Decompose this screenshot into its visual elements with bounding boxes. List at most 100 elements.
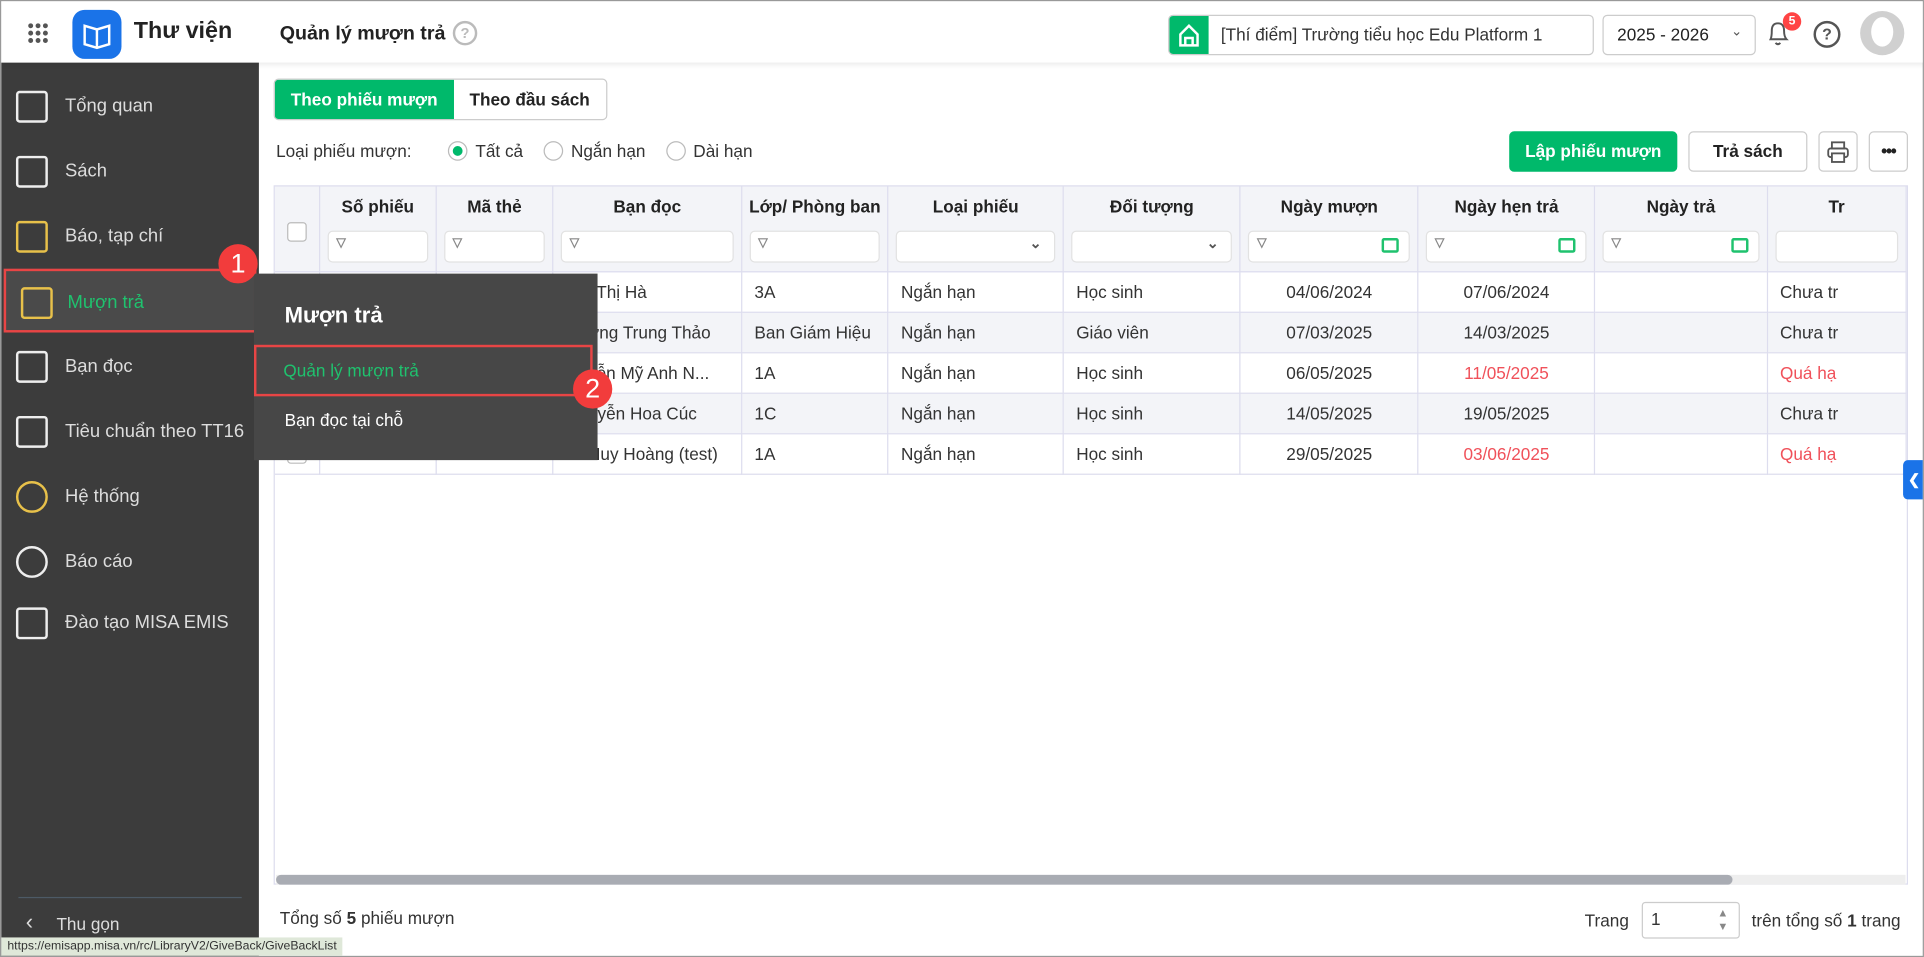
radio-short-term[interactable]: Ngắn hạn bbox=[543, 141, 645, 161]
column-header: Bạn đọc ▽ bbox=[553, 186, 743, 273]
sidebar-item-training[interactable]: Đào tạo MISA EMIS bbox=[1, 591, 259, 655]
return-date-cell bbox=[1594, 393, 1768, 435]
sidebar-item-system[interactable]: Hệ thống bbox=[1, 465, 259, 529]
school-year-select[interactable]: 2025 - 2026 ⌄ bbox=[1602, 14, 1756, 56]
submenu-item-onsite-readers[interactable]: Bạn đọc tại chỗ bbox=[284, 409, 404, 430]
sidebar-item-books[interactable]: Sách bbox=[1, 140, 259, 204]
column-header: Ngày trả ▽ bbox=[1594, 186, 1768, 273]
total-count: Tổng số 5 phiếu mượn bbox=[279, 907, 455, 928]
chevron-down-icon: ⌄ bbox=[1731, 24, 1743, 40]
column-title: Ngày mượn bbox=[1280, 196, 1378, 216]
gear-icon bbox=[15, 480, 48, 513]
column-title: Số phiếu bbox=[341, 196, 415, 216]
column-filter-input[interactable]: ⌄ bbox=[896, 230, 1056, 263]
column-filter-input[interactable]: ▽ bbox=[1248, 230, 1411, 263]
status-cell: Quá hạ bbox=[1767, 352, 1907, 394]
help-icon[interactable]: ? bbox=[1813, 20, 1841, 48]
calendar-icon[interactable] bbox=[1381, 238, 1400, 253]
column-header: Tr bbox=[1767, 186, 1907, 273]
reader-cell: Huy Hoàng (test) bbox=[553, 433, 743, 475]
column-header: Ngày hẹn trả ▽ bbox=[1418, 186, 1596, 273]
bell-icon[interactable] bbox=[1766, 20, 1791, 47]
borrow-date-cell: 04/06/2024 bbox=[1240, 271, 1419, 313]
slip-type-filter: Loại phiếu mượn: Tất cả Ngắn hạn Dài hạn bbox=[276, 141, 773, 161]
column-title: Bạn đọc bbox=[613, 196, 682, 216]
submenu-item-manage-borrow[interactable]: Quản lý mượn trả bbox=[253, 344, 593, 397]
home-icon bbox=[1169, 15, 1209, 54]
library-logo-icon bbox=[72, 9, 122, 59]
create-borrow-slip-button[interactable]: Lập phiếu mượn bbox=[1509, 131, 1678, 172]
slip-type-cell: Ngắn hạn bbox=[888, 433, 1064, 475]
class-cell: 3A bbox=[741, 271, 889, 313]
more-icon[interactable]: ••• bbox=[1868, 131, 1908, 172]
step-marker-2: 2 bbox=[573, 369, 613, 409]
return-date-cell bbox=[1594, 312, 1768, 354]
pagination: Trang 1 ▲ ▼ trên tổng số 1 trang bbox=[1585, 901, 1901, 939]
chevron-left-icon[interactable]: ❮ bbox=[1903, 460, 1923, 500]
avatar[interactable] bbox=[1860, 11, 1905, 56]
print-icon[interactable] bbox=[1818, 131, 1858, 172]
sidebar-item-newspapers[interactable]: Báo, tạp chí bbox=[1, 205, 259, 269]
page-number-input[interactable]: 1 ▲ ▼ bbox=[1641, 901, 1740, 939]
column-filter-input[interactable]: ⌄ bbox=[1071, 230, 1233, 263]
submenu-title: Mượn trả bbox=[284, 303, 383, 328]
calendar-icon[interactable] bbox=[1730, 238, 1749, 253]
app-grid-icon[interactable] bbox=[28, 23, 48, 43]
slip-type-label: Loại phiếu mượn: bbox=[276, 141, 412, 161]
filter-icon: ▽ bbox=[569, 236, 580, 251]
radio-all[interactable]: Tất cả bbox=[448, 141, 523, 161]
view-tabs: Theo phiếu mượn Theo đầu sách bbox=[273, 78, 607, 121]
class-cell: 1C bbox=[741, 393, 889, 435]
borrow-date-cell: 29/05/2025 bbox=[1240, 433, 1419, 475]
column-filter-input[interactable]: ▽ bbox=[443, 230, 546, 263]
column-filter-input[interactable]: ▽ bbox=[1602, 230, 1760, 263]
target-cell: Học sinh bbox=[1063, 433, 1241, 475]
sidebar-item-readers[interactable]: Bạn đọc bbox=[1, 335, 259, 399]
calendar-icon[interactable] bbox=[1558, 238, 1576, 253]
filter-icon: ▽ bbox=[1611, 236, 1621, 251]
tab-by-title[interactable]: Theo đầu sách bbox=[469, 89, 590, 110]
slip-type-cell: Ngắn hạn bbox=[888, 271, 1064, 313]
borrow-return-icon bbox=[20, 287, 53, 320]
page-help-icon[interactable]: ? bbox=[452, 20, 478, 46]
radio-long-term[interactable]: Dài hạn bbox=[666, 141, 753, 161]
column-header: Đối tượng ⌄ bbox=[1063, 186, 1241, 273]
sidebar-item-overview[interactable]: Tổng quan bbox=[1, 75, 259, 139]
column-filter-input[interactable]: ▽ bbox=[1426, 230, 1587, 263]
reader-icon bbox=[15, 350, 48, 383]
sidebar-item-reports[interactable]: Báo cáo bbox=[1, 530, 259, 594]
select-all-checkbox[interactable] bbox=[287, 222, 307, 242]
sidebar-item-tt16[interactable]: Tiêu chuẩn theo TT16 bbox=[1, 400, 259, 464]
column-filter-input[interactable]: ▽ bbox=[749, 230, 881, 263]
column-header: Loại phiếu ⌄ bbox=[888, 186, 1064, 273]
column-title: Đối tượng bbox=[1109, 196, 1194, 216]
column-filter-input[interactable]: ▽ bbox=[560, 230, 734, 263]
return-date-cell bbox=[1594, 433, 1768, 475]
return-books-button[interactable]: Trả sách bbox=[1688, 131, 1808, 172]
tab-by-slip[interactable]: Theo phiếu mượn bbox=[274, 79, 454, 120]
school-selector[interactable]: [Thí điểm] Trường tiểu học Edu Platform … bbox=[1168, 14, 1594, 56]
borrow-date-cell: 14/05/2025 bbox=[1240, 393, 1419, 435]
horizontal-scrollbar[interactable] bbox=[276, 874, 1906, 885]
class-cell: 1A bbox=[741, 433, 889, 475]
column-header: Ngày mượn ▽ bbox=[1240, 186, 1419, 273]
notification-badge: 5 bbox=[1782, 12, 1802, 31]
return-date-cell bbox=[1594, 271, 1768, 313]
target-cell: Học sinh bbox=[1063, 393, 1241, 435]
column-title: Loại phiếu bbox=[932, 196, 1019, 216]
newspaper-icon bbox=[15, 220, 48, 253]
sidebar-item-borrow-return[interactable]: Mượn trả bbox=[3, 268, 257, 333]
chevron-down-icon: ⌄ bbox=[1029, 234, 1042, 252]
target-cell: Học sinh bbox=[1063, 352, 1241, 394]
filter-icon: ▽ bbox=[1256, 236, 1267, 251]
chevron-down-icon: ⌄ bbox=[1206, 234, 1219, 252]
column-header: Mã thẻ ▽ bbox=[435, 186, 554, 273]
column-filter-input[interactable]: ▽ bbox=[327, 230, 428, 263]
chevron-left-icon: ‹ bbox=[25, 909, 34, 934]
collapse-label: Thu gọn bbox=[56, 914, 120, 934]
status-bar-url: https://emisapp.misa.vn/rc/LibraryV2/Giv… bbox=[1, 937, 343, 956]
divider bbox=[18, 896, 242, 899]
column-filter-input[interactable] bbox=[1775, 230, 1899, 263]
book-icon bbox=[15, 155, 48, 188]
